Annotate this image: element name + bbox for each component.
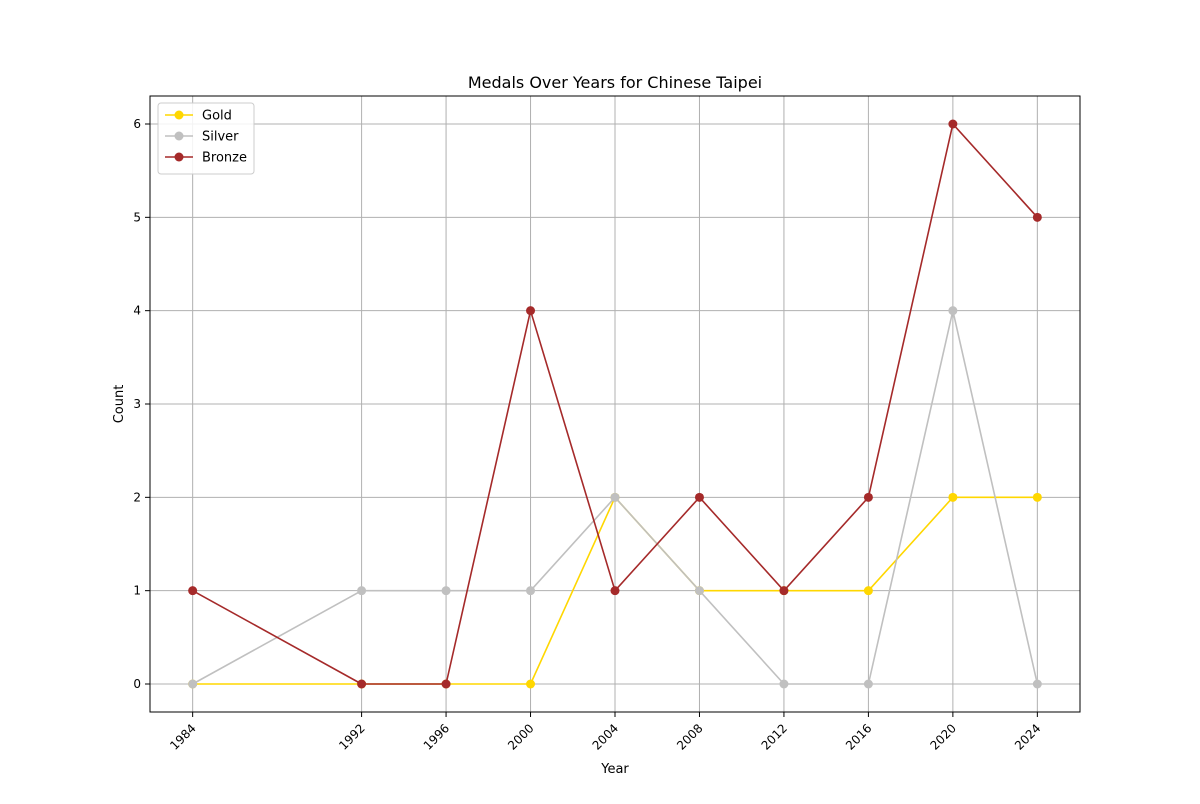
data-point-bronze [441, 679, 451, 689]
data-point-bronze [526, 306, 536, 316]
legend-marker-bronze [174, 152, 184, 162]
data-point-gold [948, 492, 958, 502]
data-point-bronze [1032, 212, 1042, 222]
data-point-bronze [357, 679, 367, 689]
data-point-silver [357, 586, 367, 596]
legend-label-gold: Gold [202, 109, 232, 124]
grid-lines [150, 96, 1080, 712]
data-point-silver [1032, 679, 1042, 689]
data-point-silver [779, 679, 789, 689]
legend-marker-gold [174, 110, 184, 120]
legend-item-bronze: Bronze [165, 151, 247, 166]
series-bronze [188, 119, 1042, 689]
data-point-bronze [863, 492, 873, 502]
data-point-gold [526, 679, 536, 689]
y-tick-label: 2 [133, 490, 141, 504]
data-point-silver [526, 586, 536, 596]
data-point-silver [948, 306, 958, 316]
legend-label-silver: Silver [202, 130, 239, 145]
data-point-bronze [694, 492, 704, 502]
legend-marker-silver [174, 131, 184, 141]
legend-item-silver: Silver [165, 130, 239, 145]
legend: Gold Silver Bronze [157, 102, 255, 175]
data-point-gold [863, 586, 873, 596]
y-tick-label: 3 [133, 397, 141, 411]
data-point-silver [610, 492, 620, 502]
series-line-bronze [192, 123, 1038, 685]
y-axis-label: Count [112, 385, 127, 424]
legend-item-gold: Gold [165, 109, 232, 124]
data-point-silver [694, 586, 704, 596]
y-axis-ticks: 0 1 2 3 4 5 6 [133, 117, 150, 691]
y-tick-label: 1 [133, 584, 141, 598]
y-tick-label: 5 [133, 210, 141, 224]
y-tick-label: 0 [133, 677, 141, 691]
y-tick-label: 6 [133, 117, 141, 131]
data-point-gold [1032, 492, 1042, 502]
data-point-silver [441, 586, 451, 596]
legend-label-bronze: Bronze [202, 151, 247, 166]
data-point-bronze [779, 586, 789, 596]
chart-title: Medals Over Years for Chinese Taipei [468, 73, 762, 92]
y-tick-label: 4 [133, 304, 141, 318]
data-point-bronze [948, 119, 958, 129]
data-point-silver [188, 679, 198, 689]
series-lines [188, 119, 1042, 689]
data-point-bronze [188, 586, 198, 596]
x-axis-label: Year [600, 762, 629, 777]
data-point-silver [863, 679, 873, 689]
data-point-bronze [610, 586, 620, 596]
